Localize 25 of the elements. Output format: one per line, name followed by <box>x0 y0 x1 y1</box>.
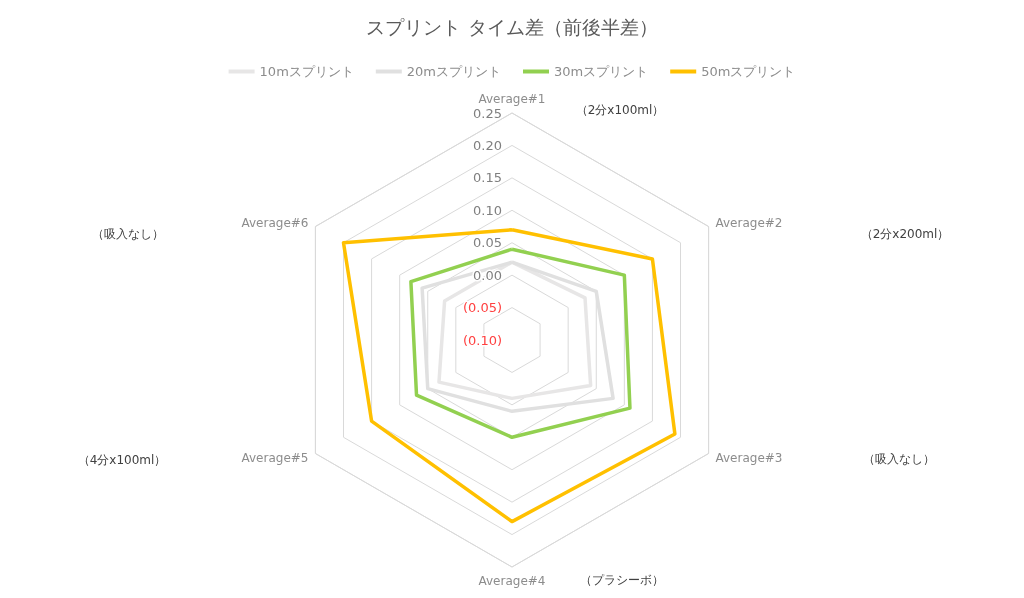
chart-title: スプリント タイム差（前後半差） <box>366 15 658 38</box>
y-tick-label: 0.10 <box>473 202 502 218</box>
text: （2分x100ml） <box>575 103 665 117</box>
y-tick-label: 0.25 <box>473 105 502 121</box>
y-tick-label: 0.00 <box>473 267 502 283</box>
y-tick-label: 0.15 <box>473 170 502 186</box>
text: （吸入なし） <box>863 452 935 466</box>
y-tick-label: (0.10) <box>462 332 502 348</box>
text: （4分x100ml） <box>77 453 167 467</box>
spoke-label: Average#5 <box>241 450 309 465</box>
text: （プラシーボ） <box>580 573 664 587</box>
legend-label: 30mスプリント <box>554 64 649 79</box>
legend-label: 10mスプリント <box>259 64 354 79</box>
y-tick-label: (0.05) <box>462 300 502 316</box>
text: （吸入なし） <box>92 227 164 241</box>
spoke-label: Average#3 <box>715 450 783 465</box>
spoke-label: Average#6 <box>241 215 309 230</box>
y-tick-label: 0.05 <box>473 235 502 251</box>
spoke-label: Average#1 <box>478 92 546 106</box>
legend-label: 20mスプリント <box>406 64 502 79</box>
legend-label: 50mスプリント <box>701 64 796 79</box>
text: （2分x200ml） <box>860 227 950 241</box>
spoke-label: Average#4 <box>478 574 546 588</box>
spoke-label: Average#2 <box>715 215 783 230</box>
y-tick-label: 0.20 <box>473 137 502 153</box>
